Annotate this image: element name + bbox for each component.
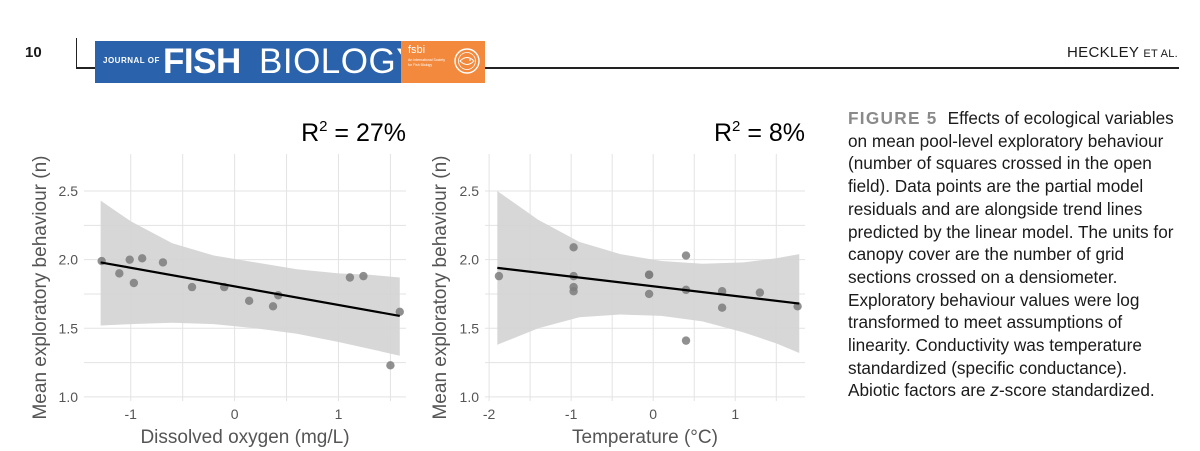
- journal-title-fish: FISH: [163, 42, 241, 81]
- data-point: [494, 271, 504, 281]
- journal-prefix: JOURNAL OF: [103, 56, 160, 65]
- y-tick-label: 2.5: [59, 183, 79, 199]
- chart-panel-1: -1 0 1 1.0 1.5 2.0 2.5 Dissolved oxygen (mg/L) M…: [30, 118, 406, 448]
- y-tick-label: 1.0: [460, 389, 480, 405]
- journal-title-biology: BIOLOGY: [259, 42, 421, 81]
- data-point: [345, 273, 355, 282]
- trend-line: [100, 261, 400, 318]
- x-axis-title: Temperature (°C): [572, 427, 718, 448]
- header-rule: [76, 67, 1179, 69]
- x-tick-label: -1: [565, 406, 578, 422]
- chart-panel-2: -2 -1 0 1 1.0 1.5 2.0 2.5 Temperature (°C) Mean e…: [430, 118, 805, 448]
- page-number: 10: [25, 44, 42, 61]
- caption-italic: z: [990, 380, 999, 401]
- caption-text-end: -score standardized.: [998, 380, 1155, 401]
- data-point: [244, 296, 254, 306]
- society-name: An International Society for Fish Biolog…: [408, 58, 445, 67]
- y-tick-label: 2.0: [59, 252, 79, 268]
- data-point: [125, 255, 134, 264]
- author-suffix: ET AL.: [1143, 48, 1178, 60]
- y-tick-label: 1.5: [59, 320, 79, 336]
- x-tick-label: 1: [731, 406, 739, 422]
- y-tick-label: 1.5: [460, 320, 480, 336]
- data-point: [129, 278, 139, 288]
- data-point: [158, 258, 168, 267]
- figure-label: FIGURE 5: [848, 108, 938, 128]
- data-point: [386, 361, 395, 370]
- x-tick-label: -2: [483, 406, 496, 422]
- figure-5: -1 0 1 1.0 1.5 2.0 2.5 Dissolved oxygen (mg/L) M…: [30, 118, 805, 448]
- header-divider: [76, 38, 77, 68]
- y-axis-title: Mean exploratory behaviour (n): [430, 155, 451, 419]
- society-acronym: fsbi: [408, 44, 426, 56]
- data-point: [681, 251, 691, 260]
- x-tick-label: 0: [649, 406, 657, 422]
- author-name: HECKLEY: [1067, 44, 1139, 61]
- data-point: [268, 302, 278, 311]
- data-point: [569, 287, 578, 296]
- society-logo: fsbi An International Society for Fish B…: [401, 41, 485, 83]
- figure-caption: FIGURE 5 Effects of ecological variables …: [848, 107, 1182, 402]
- data-point: [755, 288, 765, 297]
- data-point: [359, 271, 368, 281]
- data-point: [137, 254, 147, 263]
- data-point: [115, 269, 124, 278]
- y-tick-label: 1.0: [59, 389, 79, 405]
- y-tick-label: 2.5: [460, 183, 480, 199]
- data-point: [644, 270, 654, 279]
- running-head: HECKLEY ET AL.: [1067, 44, 1178, 61]
- data-point: [644, 289, 654, 299]
- data-point: [569, 243, 578, 252]
- r-squared-label: R2 = 27%: [301, 118, 406, 147]
- y-axis-title: Mean exploratory behaviour (n): [30, 155, 51, 419]
- y-tick-label: 2.0: [460, 252, 480, 268]
- data-point: [395, 307, 404, 317]
- journal-logo: JOURNAL OF FISH BIOLOGY: [95, 41, 420, 83]
- data-point: [717, 303, 727, 312]
- trend-line: [497, 266, 800, 305]
- r-squared-label: R2 = 8%: [714, 118, 805, 147]
- confidence-band: [100, 200, 400, 356]
- x-axis-title: Dissolved oxygen (mg/L): [140, 427, 349, 448]
- data-point: [681, 336, 691, 345]
- data-point: [187, 282, 197, 292]
- x-tick-label: -1: [125, 406, 138, 422]
- x-tick-label: 0: [231, 406, 239, 422]
- caption-text: Effects of ecological variables on mean …: [848, 108, 1174, 401]
- society-seal-icon: [454, 48, 480, 74]
- x-tick-label: 1: [335, 406, 343, 422]
